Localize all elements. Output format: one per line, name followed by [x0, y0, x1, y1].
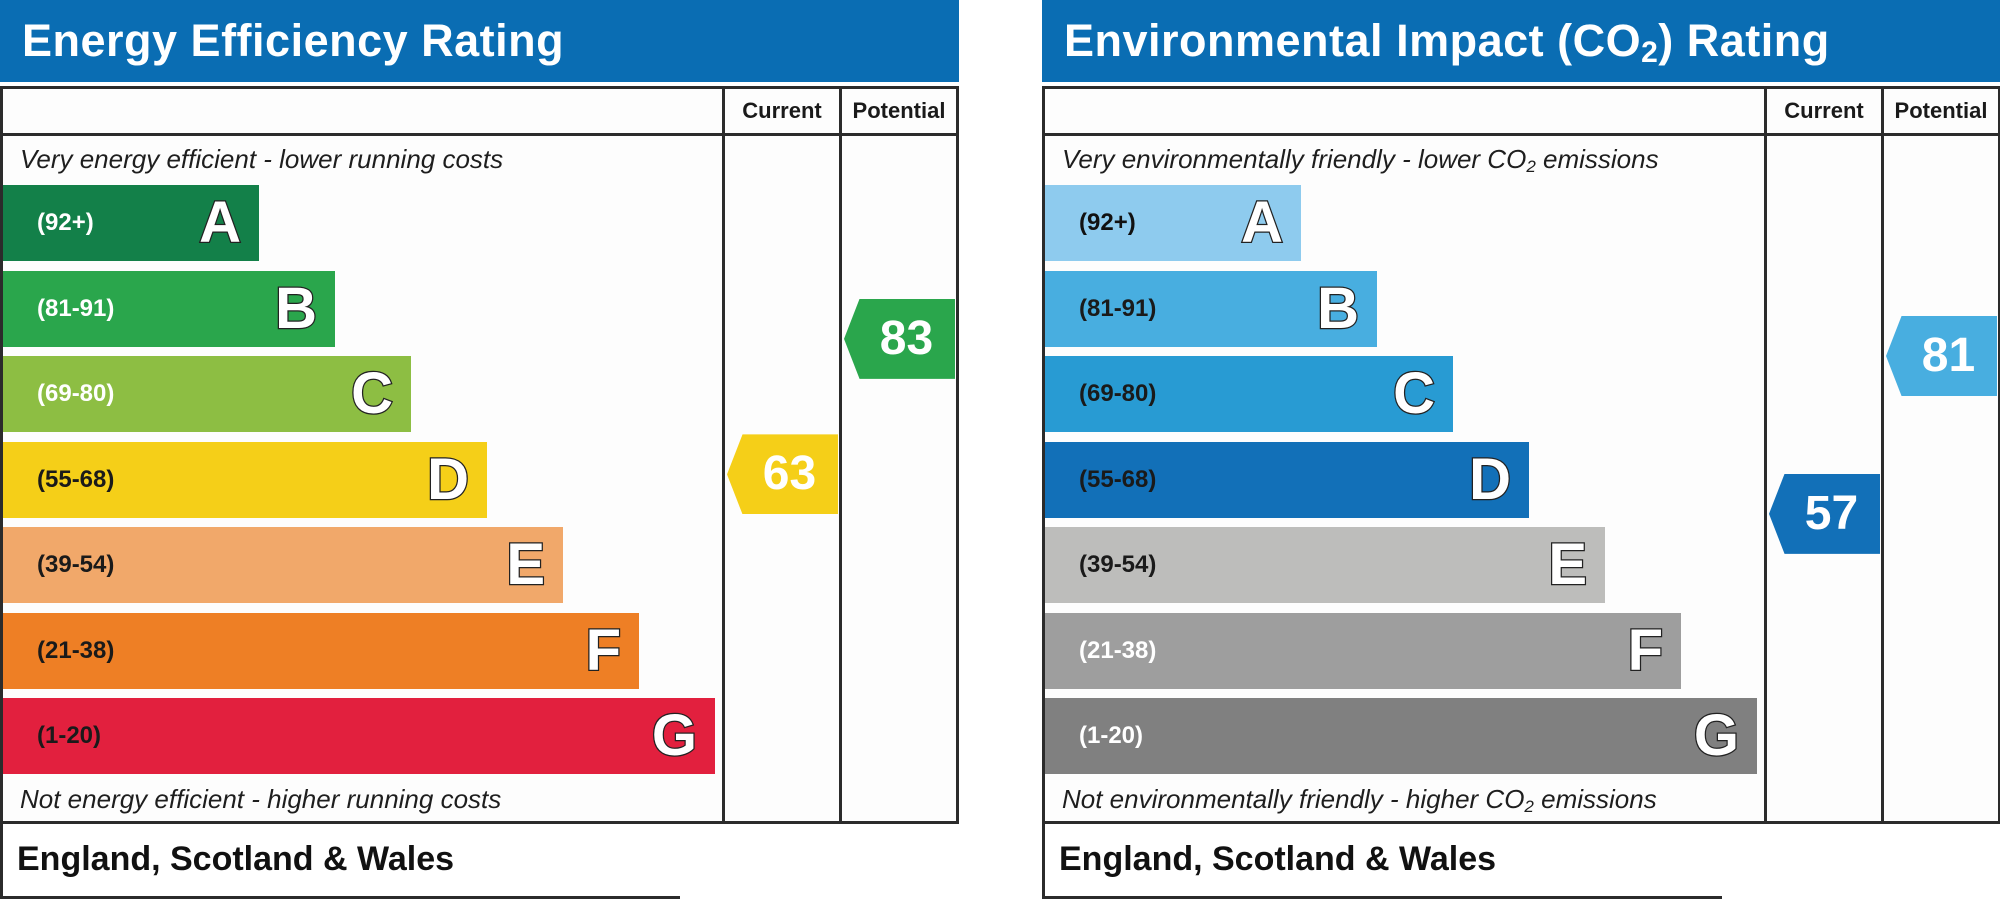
top-note-end: emissions: [1535, 144, 1659, 174]
rating-band-g: (1-20) G: [1045, 698, 1757, 774]
band-letter: A: [1240, 189, 1284, 257]
bottom-note-end: emissions: [1533, 784, 1657, 814]
band-letter: E: [1547, 531, 1588, 599]
rating-band-g: (1-20) G: [3, 698, 715, 774]
chart-title-end: ) Rating: [1658, 15, 1830, 66]
bottom-note: Not environmentally friendly - higher CO…: [1062, 784, 1657, 817]
column-header-current: Current: [1784, 98, 1864, 123]
chart-title-text: Energy Efficiency Rating: [22, 15, 565, 66]
environmental-impact-chart: Environmental Impact (CO2) Rating Curren…: [1042, 0, 2000, 899]
column-header-potential: Potential: [1894, 98, 1988, 123]
band-range-label: (1-20): [1079, 722, 1144, 749]
rating-band-a: (92+) A: [1045, 185, 1301, 261]
band-letter: F: [584, 616, 622, 684]
band-range-label: (55-68): [1079, 465, 1157, 493]
rating-band-e: (39-54) E: [1045, 527, 1605, 603]
band-letter: D: [426, 445, 470, 513]
current-rating-marker: 63: [727, 434, 838, 515]
bottom-note-text: Not environmentally friendly - higher CO: [1062, 784, 1525, 814]
band-letter: B: [1316, 274, 1360, 342]
top-note: Very energy efficient - lower running co…: [20, 144, 504, 174]
band-letter: C: [1392, 360, 1436, 428]
band-range-label: (55-68): [37, 465, 115, 493]
column-header-potential: Potential: [852, 98, 946, 123]
band-range-label: (21-38): [1079, 636, 1157, 664]
rating-band-f: (21-38) F: [3, 612, 639, 689]
rating-band-c: (69-80) C: [3, 356, 411, 432]
rating-band-b: (81-91) B: [3, 270, 335, 347]
band-letter: B: [274, 274, 318, 342]
rating-band-d: (55-68) D: [1045, 441, 1529, 518]
band-range-label: (39-54): [37, 551, 115, 578]
bottom-note-subscript: 2: [1524, 797, 1534, 816]
band-letter: A: [198, 189, 242, 257]
rating-band-d: (55-68) D: [3, 441, 487, 518]
rating-band-c: (69-80) C: [1045, 356, 1453, 432]
band-range-label: (81-91): [1079, 294, 1157, 322]
band-range-label: (1-20): [37, 722, 102, 749]
column-divider: [839, 86, 842, 824]
region-label: England, Scotland & Wales: [0, 824, 680, 899]
band-letter: G: [1693, 702, 1741, 770]
column-header-current: Current: [742, 98, 822, 123]
rating-band-e: (39-54) E: [3, 527, 563, 603]
band-range-label: (69-80): [1079, 380, 1157, 407]
bottom-note: Not energy efficient - higher running co…: [20, 784, 502, 814]
top-note-subscript: 2: [1526, 157, 1536, 176]
band-range-label: (81-91): [37, 294, 115, 322]
header-divider: [1042, 133, 2000, 136]
column-divider: [722, 86, 725, 824]
current-rating-marker: 57: [1769, 473, 1880, 554]
rating-band-a: (92+) A: [3, 185, 259, 261]
column-divider: [1764, 86, 1767, 824]
band-range-label: (92+): [37, 209, 94, 236]
band-letter: F: [1626, 616, 1664, 684]
chart-title: Environmental Impact (CO2) Rating: [1042, 0, 2000, 82]
band-letter: C: [350, 360, 394, 428]
header-divider: [0, 133, 959, 136]
band-range-label: (21-38): [37, 636, 115, 664]
band-letter: E: [505, 531, 546, 599]
region-label: England, Scotland & Wales: [1042, 824, 1722, 899]
rating-band-b: (81-91) B: [1045, 270, 1377, 347]
band-range-label: (69-80): [37, 380, 115, 407]
chart-title-text: Environmental Impact (CO: [1064, 15, 1642, 66]
chart-title: Energy Efficiency Rating: [0, 0, 959, 82]
band-range-label: (39-54): [1079, 551, 1157, 578]
potential-rating-marker: 83: [844, 298, 955, 379]
chart-title-subscript: 2: [1641, 36, 1659, 69]
column-divider: [1881, 86, 1884, 824]
band-letter: G: [651, 702, 699, 770]
top-note-text: Very environmentally friendly - lower CO: [1062, 144, 1527, 174]
potential-rating-marker: 81: [1886, 316, 1997, 396]
band-range-label: (92+): [1079, 209, 1136, 236]
band-letter: D: [1468, 445, 1512, 513]
top-note: Very environmentally friendly - lower CO…: [1062, 144, 1659, 177]
energy-efficiency-chart: Energy Efficiency Rating Current Potenti…: [0, 0, 959, 899]
rating-band-f: (21-38) F: [1045, 612, 1681, 689]
